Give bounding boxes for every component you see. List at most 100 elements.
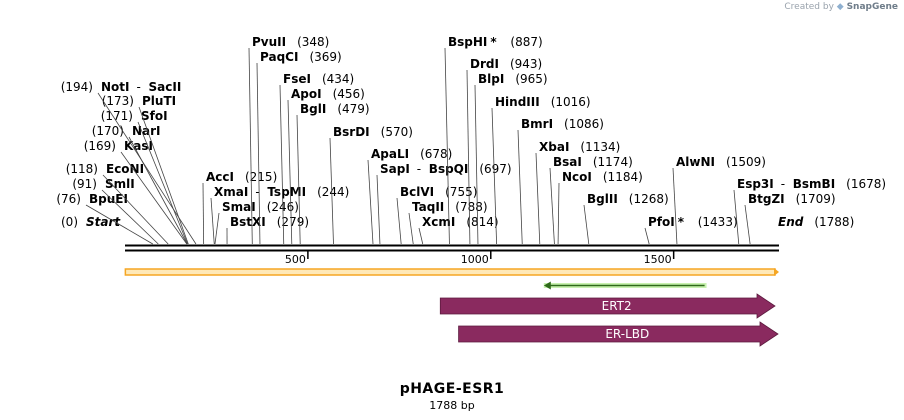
site-pluti: PluTI (173) — [102, 94, 189, 245]
site-name: PluTI — [142, 94, 176, 108]
site-position: (215) — [245, 170, 277, 184]
site-position: (1134) — [580, 140, 620, 154]
site-leader-line — [279, 84, 285, 245]
site-leader-line — [248, 47, 253, 245]
site-position: (479) — [337, 102, 369, 116]
site-smli: SmlI (91) — [72, 177, 159, 245]
site-name: KasI — [124, 139, 153, 153]
snapgene-credit: Created by ◆ SnapGene — [784, 2, 898, 12]
site-esp3i: Esp3I - BsmBI (1678) — [733, 177, 886, 245]
site-leader-line — [444, 47, 450, 245]
site-position: (1016) — [551, 95, 591, 109]
site-xmai: XmaI - TspMI (244) — [210, 185, 349, 245]
site-pfoi: PfoI * (1433) — [644, 215, 738, 245]
feature-label: ER-LBD — [605, 327, 649, 341]
feature-er-lbd-arrow — [458, 321, 779, 347]
site-leader-line — [138, 106, 189, 245]
site-name: BpuEI — [89, 192, 128, 206]
site-drdi: DrdI (943) — [466, 57, 542, 245]
site-bsphi: BspHI * (887) — [444, 35, 543, 245]
site-leader-line — [549, 167, 555, 245]
site-leader-line — [644, 227, 650, 245]
site-name: PfoI — [648, 215, 675, 229]
feature-bar-arrowhead — [774, 268, 779, 276]
site-leader-line — [396, 197, 402, 245]
site-nari: NarI (170) — [92, 124, 188, 245]
site-position: (434) — [322, 72, 354, 86]
site-position: (678) — [420, 147, 452, 161]
site-leader-line — [418, 227, 424, 245]
site-noti: NotI - SacII (194) — [61, 80, 197, 245]
site-position: (76) — [56, 192, 81, 206]
site-position: (456) — [333, 87, 365, 101]
site-name: End — [778, 215, 804, 229]
site-leader-line — [256, 62, 261, 245]
site-separator: - — [137, 80, 141, 94]
site-econi: EcoNI (118) — [66, 162, 169, 245]
site-position: (814) — [466, 215, 498, 229]
site-position: (570) — [381, 125, 413, 139]
site-name: XcmI — [422, 215, 455, 229]
site-leader-line — [210, 197, 215, 245]
site-position: (279) — [277, 215, 309, 229]
site-bgli: BglI (479) — [296, 102, 370, 245]
site-name: BsaI — [553, 155, 582, 169]
site-name: BtgZI — [748, 192, 785, 206]
site-separator: - — [255, 185, 259, 199]
site-name: BspHI — [448, 35, 487, 49]
site-name: AccI — [206, 170, 234, 184]
site-position: (171) — [101, 109, 133, 123]
sequence-backbone — [125, 244, 779, 252]
site-leader-line — [367, 159, 374, 245]
scale-tick-label: 500 — [285, 253, 306, 266]
site-star: * — [678, 215, 685, 229]
site-leader-line — [408, 212, 414, 245]
site-position: (169) — [84, 139, 116, 153]
site-position: (1086) — [564, 117, 604, 131]
scale-tick-label: 1000 — [461, 253, 489, 266]
site-paqci: PaqCI (369) — [256, 50, 342, 245]
site-name: BclVI — [400, 185, 434, 199]
site-position: (1184) — [603, 170, 643, 184]
site-position: (1678) — [846, 177, 886, 191]
site-name: BsrDI — [333, 125, 370, 139]
site-leader-line — [517, 129, 523, 245]
site-bsrdi: BsrDI (570) — [329, 125, 413, 245]
site-leader-line — [97, 92, 197, 245]
site-position: (1433) — [698, 215, 738, 229]
site-position: (244) — [317, 185, 349, 199]
site-name: Start — [86, 215, 121, 229]
site-pvuii: PvuII (348) — [248, 35, 329, 245]
site-name: PvuII — [252, 35, 286, 49]
site-position: (348) — [297, 35, 329, 49]
site-name: SapI — [380, 162, 410, 176]
site-name: Esp3I — [737, 177, 774, 191]
scale-tick-label: 1500 — [644, 253, 672, 266]
site-name: BglII — [587, 192, 618, 206]
plasmid-name: pHAGE-ESR1 — [400, 381, 505, 397]
site-btgzi: BtgZI (1709) — [744, 192, 836, 245]
restriction-sites: Start (0) BpuEI (76)SmlI(91)EcoNI(118) KasI (… — [56, 35, 886, 245]
site-position: (0) — [61, 215, 78, 229]
site-name: ApoI — [291, 87, 322, 101]
site-kasi: KasI (169) — [84, 139, 188, 245]
feature-green-arrowhead — [543, 281, 551, 290]
site-position: (887) — [510, 35, 542, 49]
site-position: (755) — [445, 185, 477, 199]
site-name: SmaI — [222, 200, 256, 214]
site-position: (173) — [102, 94, 134, 108]
site-name: XbaI — [539, 140, 569, 154]
features: ERT2 ER-LBD — [124, 268, 779, 347]
site-leader-line — [744, 204, 751, 245]
feature-bar — [124, 268, 776, 276]
site-start: Start (0) — [61, 215, 121, 229]
site-blpi: BlpI (965) — [474, 72, 548, 245]
site-name: DrdI — [470, 57, 499, 71]
credit-prefix: Created by — [784, 2, 834, 12]
site-leader-line — [137, 121, 188, 245]
snapgene-logo-icon: ◆ — [836, 2, 844, 12]
site-name: BstXI — [230, 215, 266, 229]
site-leader-line — [102, 174, 169, 245]
site-leader-line — [101, 189, 159, 245]
site-bpuei: BpuEI (76) — [56, 192, 154, 245]
